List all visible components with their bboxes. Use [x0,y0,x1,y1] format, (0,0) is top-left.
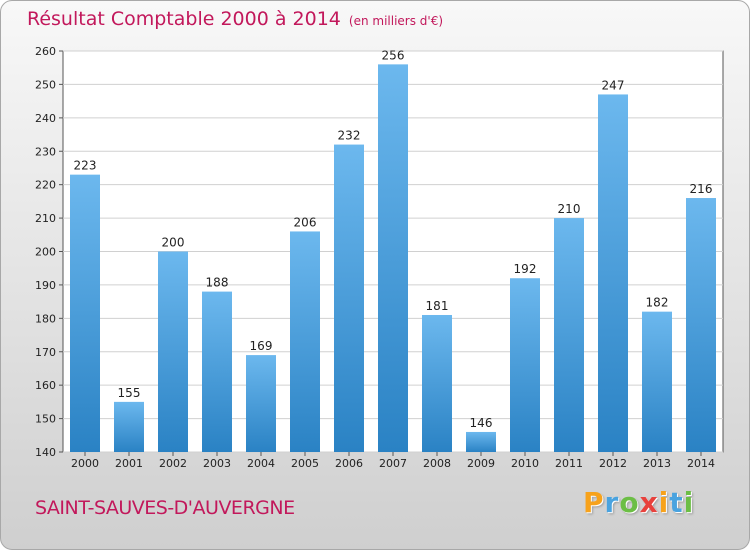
bars-group: 223 155 200 188 169 206 232 256 181 146 192 210 247 1… [70,48,716,453]
bar-2012 [598,94,628,453]
y-tick-label: 250 [35,78,56,91]
bar-2002 [158,251,188,452]
value-label-2003: 188 [206,276,229,290]
x-tick-label-2009: 2009 [467,457,495,470]
x-tick-label-2012: 2012 [599,457,627,470]
y-tick-label: 170 [35,346,56,359]
y-tick-label: 150 [35,413,56,426]
x-tick-label-2000: 2000 [71,457,99,470]
bar-2001 [114,401,144,452]
x-tick-label-2008: 2008 [423,457,451,470]
x-tick-label-2001: 2001 [115,457,143,470]
commune-name: SAINT-SAUVES-D'AUVERGNE [35,497,295,519]
value-label-2013: 182 [646,296,669,310]
bar-2013 [642,311,672,452]
y-tick-label: 210 [35,212,56,225]
logo-letter: i [683,486,695,519]
y-tick-label: 230 [35,145,56,158]
bar-2005 [290,231,320,452]
value-label-2001: 155 [118,386,141,400]
chart-title-text: Résultat Comptable 2000 à 2014 [27,8,341,30]
bar-2007 [378,64,408,452]
y-tick-label: 220 [35,179,56,192]
chart-unit: (en milliers d'€) [348,14,444,28]
x-tick-label-2005: 2005 [291,457,319,470]
x-tick-label-2013: 2013 [643,457,671,470]
bar-2008 [422,314,452,452]
axis-ticks: 140 150 160 170 180 190 200 210 220 230 240 250 260 2… [35,45,715,470]
value-label-2005: 206 [294,215,317,229]
x-tick-label-2006: 2006 [335,457,363,470]
x-tick-label-2014: 2014 [687,457,715,470]
x-tick-label-2003: 2003 [203,457,231,470]
value-label-2010: 192 [514,262,537,276]
value-label-2014: 216 [690,182,713,196]
value-label-2002: 200 [162,236,185,250]
value-label-2004: 169 [250,339,273,353]
x-tick-label-2010: 2010 [511,457,539,470]
bar-2010 [510,278,540,452]
logo-letter: i [658,486,670,519]
value-label-2012: 247 [602,78,625,92]
y-tick-label: 200 [35,246,56,259]
bar-2014 [686,198,716,452]
value-label-2000: 223 [74,159,97,173]
y-tick-label: 160 [35,379,56,392]
value-label-2009: 146 [470,416,493,430]
logo-letter: r [604,486,620,519]
x-tick-label-2002: 2002 [159,457,187,470]
chart-title: Résultat Comptable 2000 à 2014 (en millie… [27,8,443,30]
x-tick-label-2007: 2007 [379,457,407,470]
proxiti-logo: Proxiti [583,486,694,519]
value-label-2006: 232 [338,129,361,143]
bar-2006 [334,144,364,453]
logo-letter: x [639,486,659,519]
x-tick-label-2011: 2011 [555,457,583,470]
logo-letter: o [619,486,640,519]
bar-2000 [70,174,100,452]
y-tick-label: 190 [35,279,56,292]
value-label-2007: 256 [382,48,405,62]
bar-2009 [466,431,496,452]
bar-2011 [554,218,584,452]
value-label-2011: 210 [558,202,581,216]
x-tick-label-2004: 2004 [247,457,275,470]
value-label-2008: 181 [426,299,449,313]
bar-2003 [202,291,232,452]
bar-2004 [246,355,276,452]
logo-letter: P [583,486,605,519]
y-tick-label: 180 [35,312,56,325]
logo-letter: t [669,486,684,519]
y-tick-label: 260 [35,45,56,58]
y-tick-label: 140 [35,446,56,459]
y-tick-label: 240 [35,112,56,125]
